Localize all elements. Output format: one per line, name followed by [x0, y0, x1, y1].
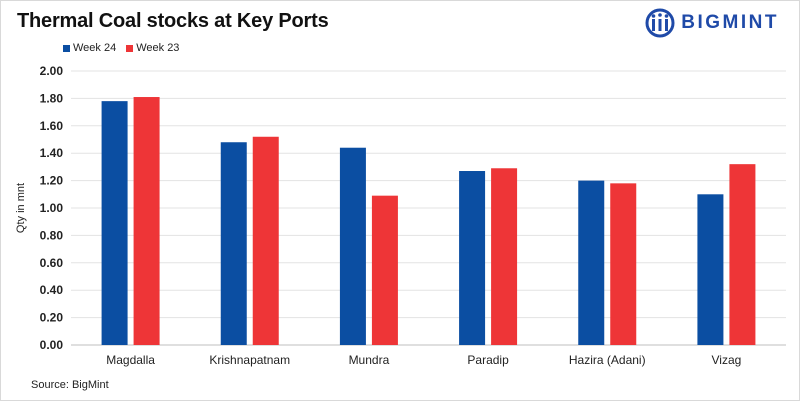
- bar-week-23: [133, 97, 160, 345]
- bar-week-23: [491, 168, 518, 345]
- x-tick-label: Vizag: [712, 353, 742, 367]
- source-note: Source: BigMint: [31, 379, 109, 391]
- bar-week-23: [610, 183, 637, 345]
- x-tick-label: Krishnapatnam: [209, 353, 290, 367]
- legend-item-week-24: Week 24: [63, 42, 116, 54]
- bar-week-24: [578, 180, 605, 345]
- legend-swatch-week-23: [126, 44, 134, 52]
- bar-week-24: [697, 194, 724, 345]
- bar-week-24: [339, 147, 366, 345]
- bigmint-logo-icon: [645, 8, 675, 38]
- logo-text: BIGMINT: [681, 12, 779, 33]
- legend-label-week-24: Week 24: [73, 42, 117, 54]
- bigmint-logo: BIGMINT: [645, 8, 779, 38]
- x-tick-label: Magdalla: [106, 353, 155, 367]
- x-tick-label: Hazira (Adani): [569, 353, 646, 367]
- legend-item-week-23: Week 23: [126, 42, 179, 54]
- bar-week-24: [459, 171, 486, 345]
- chart-legend: Week 24 Week 23: [63, 42, 179, 54]
- bar-week-24: [220, 142, 247, 345]
- y-axis-title: Qty in mnt: [15, 183, 27, 233]
- bar-week-23: [371, 195, 398, 345]
- y-tick-label: 1.80: [40, 91, 64, 105]
- y-tick-label: 0.60: [40, 256, 64, 270]
- bar-week-23: [252, 136, 279, 345]
- x-tick-label: Paradip: [467, 353, 509, 367]
- legend-label-week-23: Week 23: [136, 42, 180, 54]
- y-tick-label: 1.00: [40, 201, 64, 215]
- chart-title: Thermal Coal stocks at Key Ports: [17, 10, 329, 32]
- y-tick-label: 1.60: [40, 119, 64, 133]
- legend-swatch-week-24: [63, 44, 70, 52]
- y-tick-label: 0.20: [40, 311, 64, 325]
- y-tick-label: 0.80: [40, 228, 64, 242]
- y-tick-label: 0.40: [40, 283, 64, 297]
- y-tick-label: 2.00: [40, 64, 64, 78]
- bar-week-24: [101, 101, 128, 345]
- y-tick-label: 1.20: [40, 174, 64, 188]
- bar-week-23: [729, 164, 756, 345]
- x-tick-label: Mundra: [349, 353, 390, 367]
- y-tick-label: 1.40: [40, 146, 64, 160]
- y-tick-label: 0.00: [40, 338, 64, 352]
